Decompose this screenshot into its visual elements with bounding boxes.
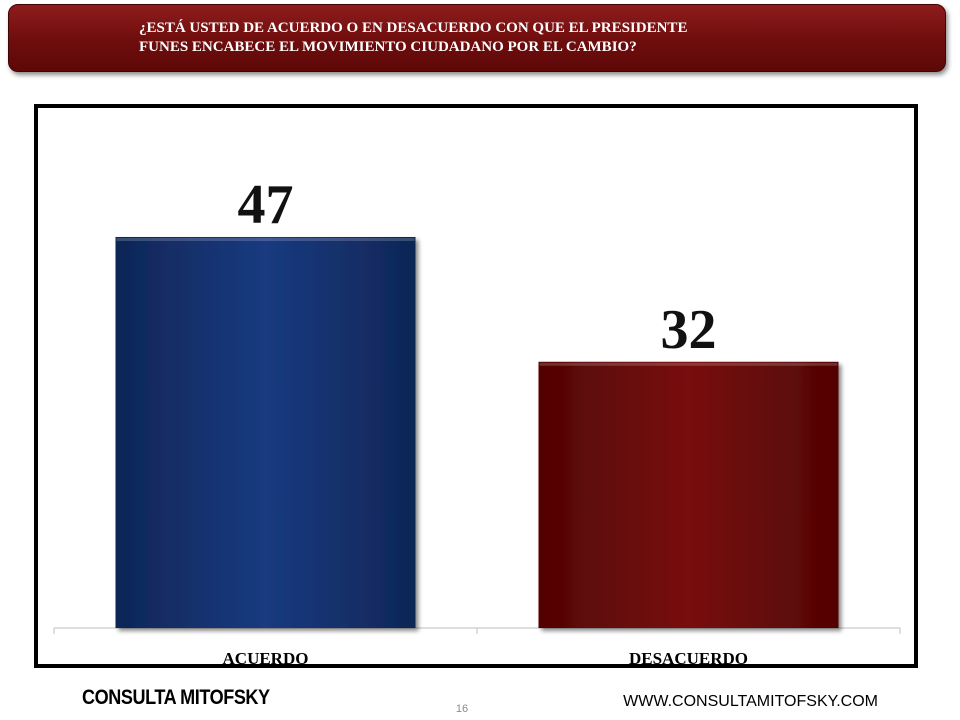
- slide-title: ¿ESTÁ USTED DE ACUERDO O EN DESACUERDO C…: [139, 20, 688, 55]
- data-label-acuerdo: 47: [238, 174, 294, 236]
- bar-acuerdo-bevel: [116, 238, 415, 241]
- bar-acuerdo: [115, 237, 416, 628]
- bar-desacuerdo: [538, 361, 839, 628]
- website-url: WWW.CONSULTAMITOFSKY.COM: [623, 693, 878, 710]
- category-label-acuerdo: ACUERDO: [223, 649, 309, 668]
- title-banner: ¿ESTÁ USTED DE ACUERDO O EN DESACUERDO C…: [8, 4, 946, 72]
- category-label-desacuerdo: DESACUERDO: [629, 649, 748, 668]
- data-label-desacuerdo: 32: [661, 299, 717, 361]
- brand-logo-text: CONSULTA MITOFSKY: [82, 686, 270, 709]
- bar-desacuerdo-bevel: [539, 362, 838, 366]
- page-number: 16: [455, 703, 469, 715]
